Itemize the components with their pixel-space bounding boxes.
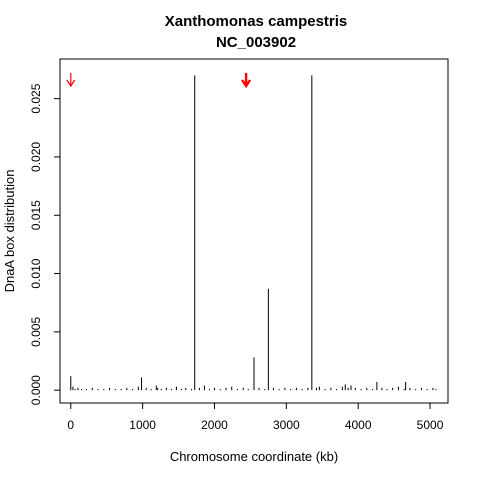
chart-title-line-2: NC_003902: [216, 34, 296, 51]
chart-title-line-1: Xanthomonas campestris: [165, 13, 348, 30]
origin-arrow-head: [66, 79, 76, 88]
x-axis-label: Chromosome coordinate (kb): [170, 449, 338, 464]
origin-arrow-head: [241, 79, 252, 89]
x-tick-label: 5000: [417, 418, 444, 432]
y-tick-label: 0.020: [29, 142, 43, 172]
plot-frame: [59, 58, 449, 404]
y-axis-label: DnaA box distribution: [2, 170, 17, 293]
x-tick-label: 2000: [201, 418, 228, 432]
origin-markers: [66, 73, 252, 89]
y-tick-label: 0.015: [29, 200, 43, 230]
x-axis: 0 1000 2000 3000 4000 5000: [67, 402, 444, 432]
y-tick-label: 0.000: [29, 375, 43, 405]
y-tick-label: 0.005: [29, 317, 43, 347]
x-tick-label: 4000: [345, 418, 372, 432]
x-tick-label: 1000: [129, 418, 156, 432]
y-tick-label: 0.025: [29, 83, 43, 113]
y-axis: 0.000 0.005 0.010 0.015 0.020 0.025: [29, 83, 61, 405]
spike-series: [70, 75, 437, 391]
y-tick-label: 0.010: [29, 258, 43, 288]
x-tick-label: 0: [67, 418, 74, 432]
x-tick-label: 3000: [273, 418, 300, 432]
